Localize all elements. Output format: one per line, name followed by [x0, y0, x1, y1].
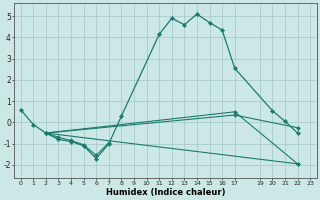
- X-axis label: Humidex (Indice chaleur): Humidex (Indice chaleur): [106, 188, 225, 197]
